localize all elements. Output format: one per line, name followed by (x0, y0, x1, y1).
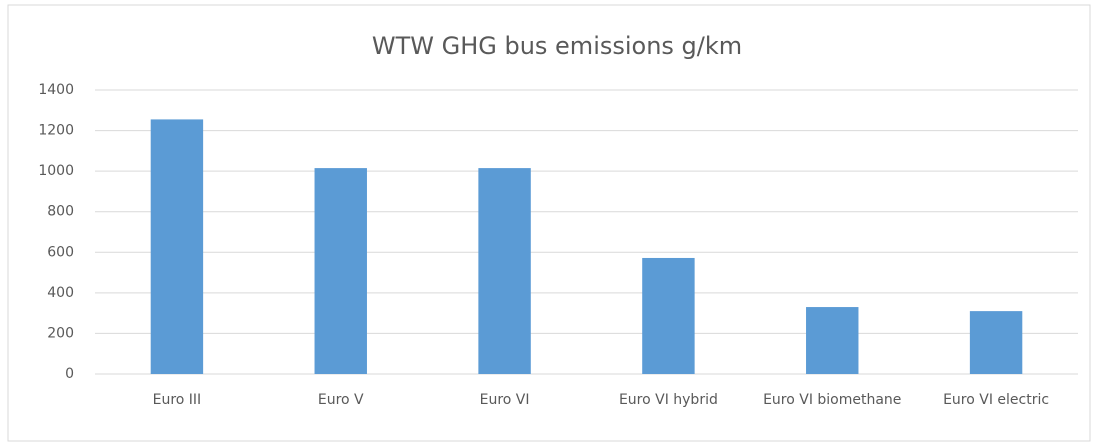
bar (969, 311, 1023, 374)
y-tick-label: 200 (47, 325, 74, 341)
bar (642, 257, 695, 374)
x-tick-label: Euro VI (479, 392, 530, 408)
x-tick-label: Euro V (317, 392, 364, 408)
x-tick-label: Euro VI electric (943, 392, 1050, 408)
y-tick-label: 1200 (38, 123, 74, 139)
x-tick-label: Euro VI biomethane (763, 392, 902, 408)
y-tick-label: 0 (65, 366, 74, 382)
y-tick-label: 1000 (38, 163, 74, 179)
y-tick-label: 1400 (38, 82, 74, 98)
bar (478, 168, 531, 374)
x-tick-label: Euro VI hybrid (618, 392, 718, 408)
chart-title: WTW GHG bus emissions g/km (372, 32, 742, 60)
x-tick-label: Euro III (152, 392, 202, 408)
y-tick-label: 800 (47, 204, 74, 220)
bar (150, 119, 204, 375)
y-tick-label: 600 (47, 244, 74, 260)
bar (806, 307, 859, 374)
bar (314, 168, 367, 374)
y-tick-label: 400 (47, 285, 74, 301)
